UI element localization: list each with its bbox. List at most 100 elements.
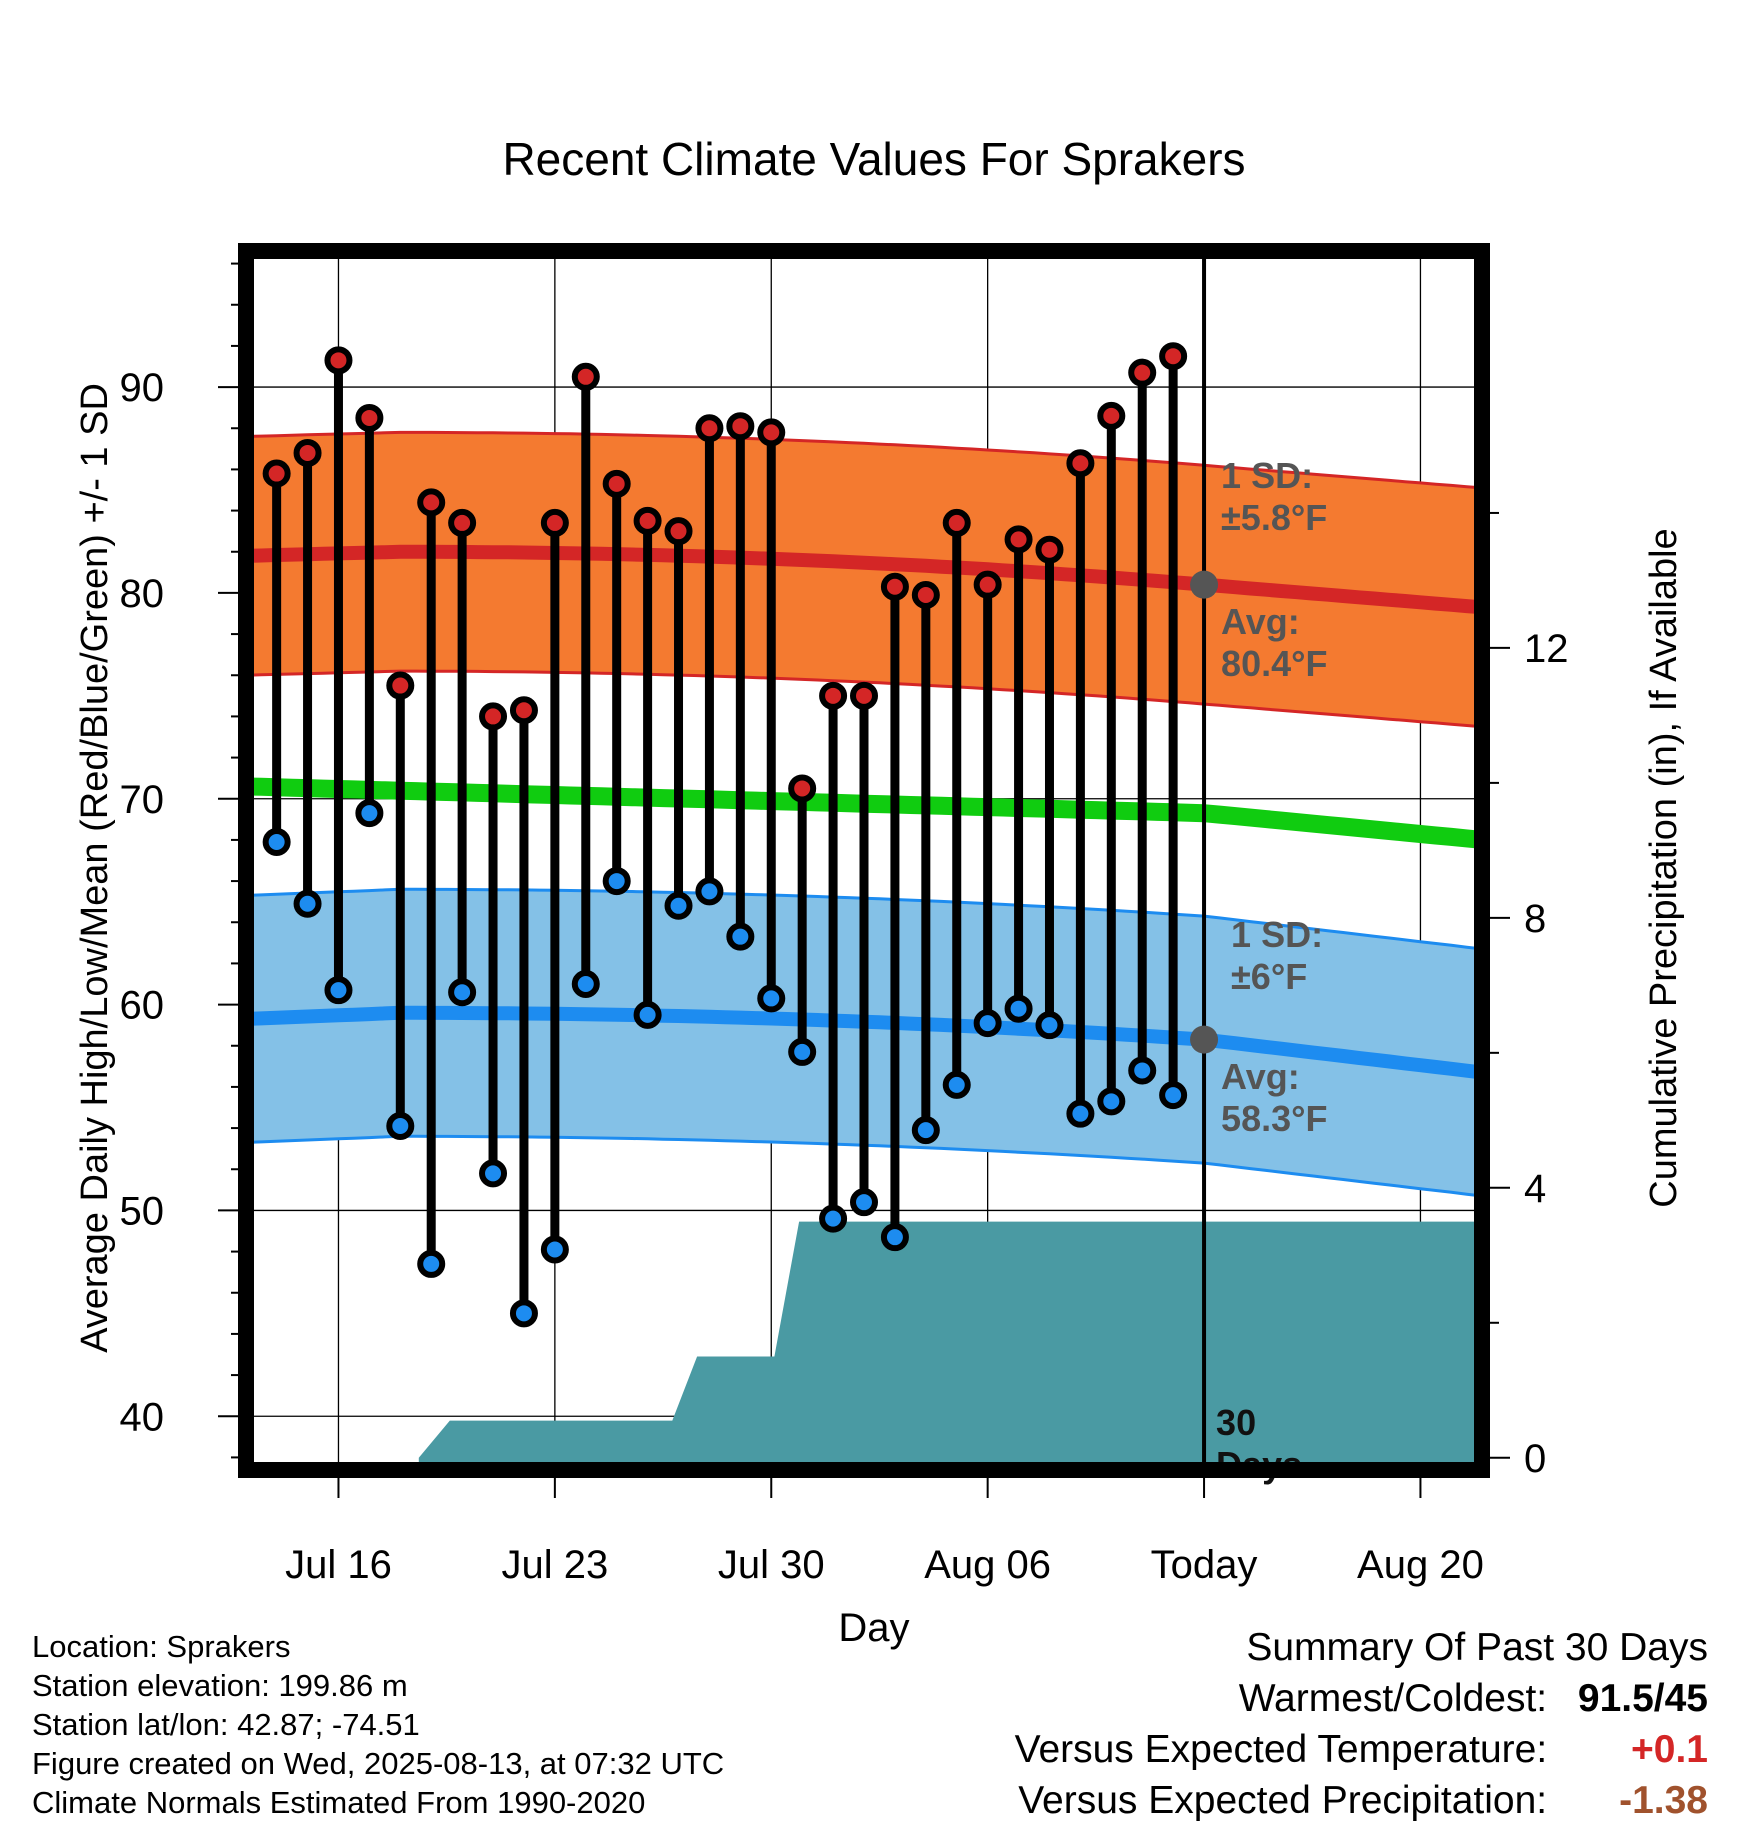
observed-low-point	[262, 827, 291, 856]
observed-high-point	[1004, 525, 1033, 554]
observed-high-point	[1097, 401, 1126, 430]
observed-low-point	[324, 976, 353, 1005]
plot-border	[238, 243, 1490, 1478]
temp-value: +0.1	[1631, 1728, 1708, 1771]
precip-area	[418, 1221, 1490, 1478]
y2-axis-label: Cumulative Precipitation (in), If Availa…	[1643, 528, 1685, 1207]
observed-low-point	[973, 1009, 1002, 1038]
observed-low-point	[1035, 1011, 1064, 1040]
y-tick-label: 70	[120, 778, 165, 822]
high-avg-annotation-line-2: 80.4°F	[1221, 643, 1327, 684]
summary-title: Summary Of Past 30 Days	[1246, 1626, 1708, 1669]
precip-label: Versus Expected Precipitation:	[1018, 1779, 1548, 1822]
observed-high-point	[479, 702, 508, 731]
observed-high-point	[293, 438, 322, 467]
temp-row: Versus Expected Temperature: +0.1	[1015, 1724, 1708, 1775]
today-high-marker	[1190, 570, 1219, 599]
observed-high-point	[942, 508, 971, 537]
observed-high-point	[757, 418, 786, 447]
observed-low-point	[633, 1000, 662, 1029]
days-annotation-line-1: 30	[1216, 1402, 1256, 1443]
observed-low-point	[880, 1223, 909, 1252]
y-tick-label: 90	[120, 366, 165, 410]
location-text: Location: Sprakers	[32, 1629, 291, 1664]
observed-low-point	[664, 891, 693, 920]
x-tick-label: Jul 23	[501, 1543, 608, 1587]
observed-low-point	[540, 1235, 569, 1264]
observed-high-point	[633, 506, 662, 535]
y2-tick-label: 0	[1524, 1437, 1546, 1481]
x-tick-label: Aug 06	[924, 1543, 1051, 1587]
observed-high-point	[355, 403, 384, 432]
observed-high-point	[571, 362, 600, 391]
plot-frame	[238, 243, 1490, 1478]
observed-low-point	[1159, 1081, 1188, 1110]
observed-low-point	[1066, 1099, 1095, 1128]
station-info: Location: Sprakers Station elevation: 19…	[32, 1627, 724, 1822]
observed-high-point	[664, 517, 693, 546]
observed-low-point	[819, 1204, 848, 1233]
x-tick-label: Jul 16	[285, 1543, 392, 1587]
observed-low-point	[788, 1037, 817, 1066]
observed-high-point	[819, 681, 848, 710]
observed-low-point	[355, 799, 384, 828]
observed-low-point	[509, 1299, 538, 1328]
observed-high-point	[1128, 358, 1157, 387]
x-tick-label: Today	[1151, 1543, 1258, 1587]
low-avg-annotation-line-1: Avg:	[1221, 1056, 1300, 1097]
precip-value: -1.38	[1619, 1779, 1708, 1822]
observed-high-point	[324, 346, 353, 375]
low-avg-annotation-line-2: 58.3°F	[1221, 1098, 1327, 1139]
observed-bars	[262, 342, 1188, 1328]
created-text: Figure created on Wed, 2025-08-13, at 07…	[32, 1746, 725, 1781]
latlon-text: Station lat/lon: 42.87; -74.51	[32, 1707, 420, 1742]
observed-high-point	[695, 414, 724, 443]
normal-high-average-line	[245, 544, 1483, 615]
y2-tick-label: 8	[1524, 897, 1546, 941]
high-sd-annotation-line-1: 1 SD:	[1221, 455, 1313, 496]
observed-high-point	[911, 580, 940, 609]
temp-label: Versus Expected Temperature:	[1014, 1728, 1548, 1771]
precipitation-area	[418, 1221, 1490, 1478]
chart-title: Recent Climate Values For Sprakers	[502, 133, 1245, 185]
observed-high-point	[262, 459, 291, 488]
low-sd-annotation-line-1: 1 SD:	[1231, 914, 1323, 955]
axes: 40 50 60 70 80 90 0 4 8 12 Jul 16 Jul 23 Jul 30 Aug 0…	[120, 262, 1569, 1587]
y-tick-label: 50	[120, 1189, 165, 1233]
warmest-row: Warmest/Coldest: 91.5/45	[1015, 1673, 1708, 1724]
observed-low-point	[293, 889, 322, 918]
observed-low-point	[695, 877, 724, 906]
observed-high-point	[386, 671, 415, 700]
observed-low-point	[757, 984, 786, 1013]
observed-high-point	[448, 508, 477, 537]
observed-low-point	[448, 978, 477, 1007]
observed-high-point	[850, 681, 878, 710]
y-axis-label: Average Daily High/Low/Mean (Red/Blue/Gr…	[74, 383, 116, 1353]
observed-low-point	[726, 922, 755, 951]
normal-high-upper-edge	[245, 430, 1483, 490]
y-tick-label: 60	[120, 984, 165, 1028]
observed-low-point	[602, 867, 631, 896]
x-tick-label: Aug 20	[1357, 1543, 1484, 1587]
precip-row: Versus Expected Precipitation: -1.38	[1015, 1775, 1708, 1826]
today-low-marker	[1190, 1025, 1219, 1054]
observed-low-point	[942, 1070, 971, 1099]
y-tick-label: 80	[120, 572, 165, 616]
y-tick-label: 40	[120, 1395, 165, 1439]
y2-tick-label: 4	[1524, 1167, 1546, 1211]
elevation-text: Station elevation: 199.86 m	[32, 1668, 408, 1703]
observed-high-point	[788, 774, 817, 803]
observed-low-point	[386, 1112, 415, 1141]
x-axis-label: Day	[838, 1606, 909, 1650]
normals-text: Climate Normals Estimated From 1990-2020	[32, 1785, 646, 1820]
x-tick-label: Jul 30	[718, 1543, 825, 1587]
observed-high-point	[417, 488, 446, 517]
observed-high-point	[540, 508, 569, 537]
observed-low-point	[1004, 994, 1033, 1023]
observed-low-point	[911, 1116, 940, 1145]
observed-low-point	[1097, 1087, 1126, 1116]
observed-low-point	[479, 1159, 508, 1188]
high-avg-annotation-line-1: Avg:	[1221, 601, 1300, 642]
